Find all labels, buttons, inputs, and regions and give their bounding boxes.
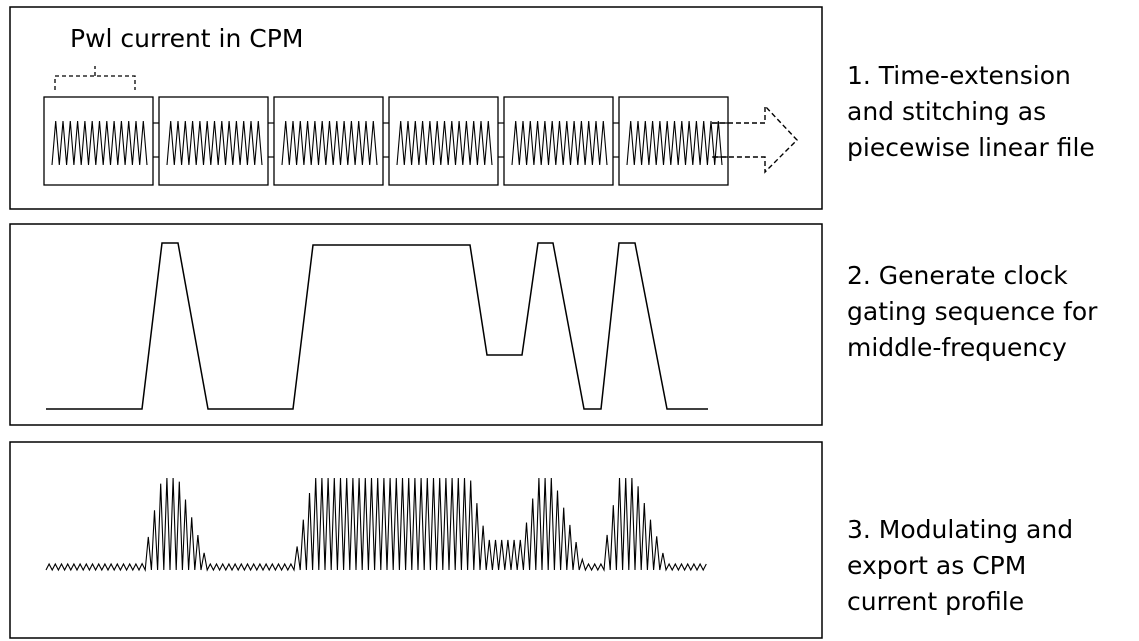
step-1-line-1: 1. Time-extension bbox=[847, 61, 1071, 90]
pwl-zigzag bbox=[281, 120, 378, 166]
panel-gating bbox=[9, 223, 823, 426]
step-2-line-2: gating sequence for bbox=[847, 297, 1098, 326]
step-3-label: 3. Modulating and export as CPM current … bbox=[847, 512, 1139, 620]
step-2-line-3: middle-frequency bbox=[847, 333, 1067, 362]
step-2-label: 2. Generate clock gating sequence for mi… bbox=[847, 258, 1139, 366]
panel-modulated bbox=[9, 441, 823, 639]
step-2-line-1: 2. Generate clock bbox=[847, 261, 1068, 290]
segment-bracket bbox=[54, 66, 136, 90]
pwl-zigzag bbox=[626, 120, 723, 166]
step-1-line-3: piecewise linear file bbox=[847, 133, 1095, 162]
extension-arrow bbox=[712, 104, 798, 174]
panel-stitching bbox=[9, 6, 823, 210]
pwl-zigzag bbox=[51, 120, 148, 166]
pwl-title: Pwl current in CPM bbox=[70, 24, 304, 53]
pwl-segment-box bbox=[618, 96, 729, 186]
gating-waveform bbox=[46, 242, 708, 410]
step-3-line-2: export as CPM bbox=[847, 551, 1027, 580]
pwl-segment-box bbox=[158, 96, 269, 186]
pwl-segment-box bbox=[503, 96, 614, 186]
pwl-segments bbox=[43, 96, 729, 186]
step-3-line-1: 3. Modulating and bbox=[847, 515, 1074, 544]
step-1-label: 1. Time-extension and stitching as piece… bbox=[847, 58, 1139, 166]
step-1-line-2: and stitching as bbox=[847, 97, 1047, 126]
step-3-line-3: current profile bbox=[847, 587, 1025, 616]
pwl-segment-box bbox=[43, 96, 154, 186]
pwl-zigzag bbox=[166, 120, 263, 166]
modulated-waveform bbox=[45, 477, 707, 573]
pwl-zigzag bbox=[511, 120, 608, 166]
pwl-segment-box bbox=[388, 96, 499, 186]
pwl-segment-box bbox=[273, 96, 384, 186]
pwl-zigzag bbox=[396, 120, 493, 166]
